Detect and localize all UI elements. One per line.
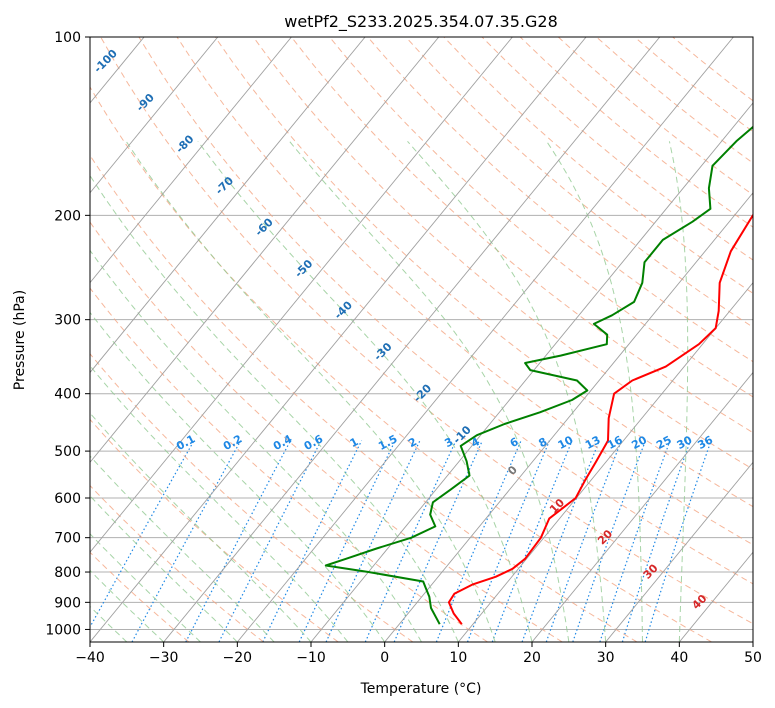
dry-adiabat: [138, 37, 753, 585]
plot-background: [90, 37, 753, 642]
dry-adiabat: [329, 37, 753, 398]
mixing-ratio-label: 20: [629, 433, 649, 452]
moist-adiabat: [90, 365, 349, 642]
x-axis-ticks: −40 −30 −20 −10 0 10 20 30 40 50: [75, 642, 762, 666]
y-tick-label: 900: [54, 595, 81, 611]
mixing-ratio-line: [572, 440, 647, 642]
mixing-ratio-line: [364, 440, 457, 642]
dry-adiabat: [100, 37, 753, 625]
mixing-ratio-label: 36: [695, 433, 715, 452]
isotherm-line: [310, 102, 753, 642]
isotherm-line: [752, 641, 753, 642]
chart-title: wetPf2_S233.2025.354.07.35.G28: [284, 12, 558, 32]
y-tick-label: 100: [54, 30, 81, 46]
mixing-ratio-line: [90, 440, 195, 629]
dry-adiabat: [90, 353, 414, 642]
moist-adiabat: [90, 311, 386, 642]
profile-lines: [324, 125, 753, 625]
isotherm-line: [163, 37, 661, 642]
isotherm-line: [531, 371, 753, 642]
x-tick-label: −30: [149, 650, 179, 666]
isotherm-line: [605, 461, 753, 642]
y-axis-label: Pressure (hPa): [12, 290, 28, 390]
moist-adiabat: [90, 455, 275, 642]
y-tick-label: 700: [54, 531, 81, 547]
isotherm-line: [90, 37, 513, 553]
mixing-ratio-line: [545, 440, 622, 642]
y-tick-label: 500: [54, 444, 81, 460]
moist-adiabat: [289, 140, 570, 642]
dry-adiabat: [252, 37, 753, 470]
isotherm-line: [90, 37, 587, 642]
moist-adiabat: [90, 249, 422, 642]
x-tick-label: 20: [523, 650, 541, 666]
dry-adiabat: [214, 37, 753, 508]
mixing-ratio-line: [435, 440, 522, 642]
dry-adiabat: [90, 154, 638, 642]
mixing-ratio-label: 30: [675, 433, 695, 452]
x-tick-label: −20: [223, 650, 253, 666]
dry-adiabat: [90, 418, 339, 642]
dry-adiabat: [291, 37, 753, 434]
mixing-ratio-line: [393, 440, 483, 642]
dry-adiabat: [90, 86, 712, 642]
isotherm-line: [384, 192, 753, 642]
isotherm-line: [0, 37, 70, 642]
moist-adiabat: [90, 495, 238, 642]
dewpoint-profile: [324, 125, 753, 625]
dry-adiabat: [90, 287, 488, 642]
moist-adiabat: [125, 141, 496, 642]
x-tick-label: 10: [449, 650, 467, 666]
background-lines: [0, 37, 753, 642]
temperature-profile: [447, 213, 753, 625]
mixing-ratio-label: 13: [583, 433, 603, 452]
isotherm-line: [90, 37, 219, 194]
x-tick-label: −10: [296, 650, 326, 666]
moist-adiabat: [197, 141, 533, 642]
mixing-ratio-line: [644, 440, 712, 642]
plot-frame: [89, 36, 754, 643]
y-tick-label: 300: [54, 313, 81, 329]
x-tick-label: −40: [75, 650, 105, 666]
x-tick-label: 50: [744, 650, 762, 666]
dry-adiabat: [90, 484, 264, 642]
y-tick-label: 800: [54, 565, 81, 581]
y-tick-label: 200: [54, 208, 81, 224]
isotherm-line: [90, 37, 440, 464]
y-tick-label: 600: [54, 491, 81, 507]
isotherm-line: [90, 37, 366, 374]
x-tick-label: 40: [670, 650, 688, 666]
x-axis-label: Temperature (°C): [360, 681, 482, 697]
mixing-ratio-line: [131, 440, 242, 642]
isotherm-line: [236, 37, 734, 642]
dry-adiabat: [90, 221, 563, 642]
dry-adiabat: [443, 37, 753, 294]
dry-adiabat: [90, 551, 190, 642]
y-tick-label: 1000: [45, 622, 81, 638]
mixing-ratio-line: [262, 440, 363, 642]
y-axis-ticks: 100 200 300 400 500 600 700 800 900 1000: [45, 30, 90, 638]
moist-adiabat: [90, 412, 312, 642]
moist-adiabat: [90, 174, 459, 642]
y-tick-label: 400: [54, 387, 81, 403]
moist-adiabat: [668, 141, 689, 642]
mixing-ratio-label: 10: [556, 433, 576, 452]
moist-adiabat: [407, 140, 607, 642]
isotherm-line: [457, 281, 753, 642]
dry-adiabat: [176, 37, 753, 546]
moist-adiabat: [546, 141, 643, 642]
mixing-ratio-label: 25: [654, 433, 674, 452]
mixing-ratio-label: 16: [605, 433, 625, 452]
x-tick-label: 30: [597, 650, 615, 666]
isotherm-line: [90, 37, 292, 284]
x-tick-label: 0: [380, 650, 389, 666]
